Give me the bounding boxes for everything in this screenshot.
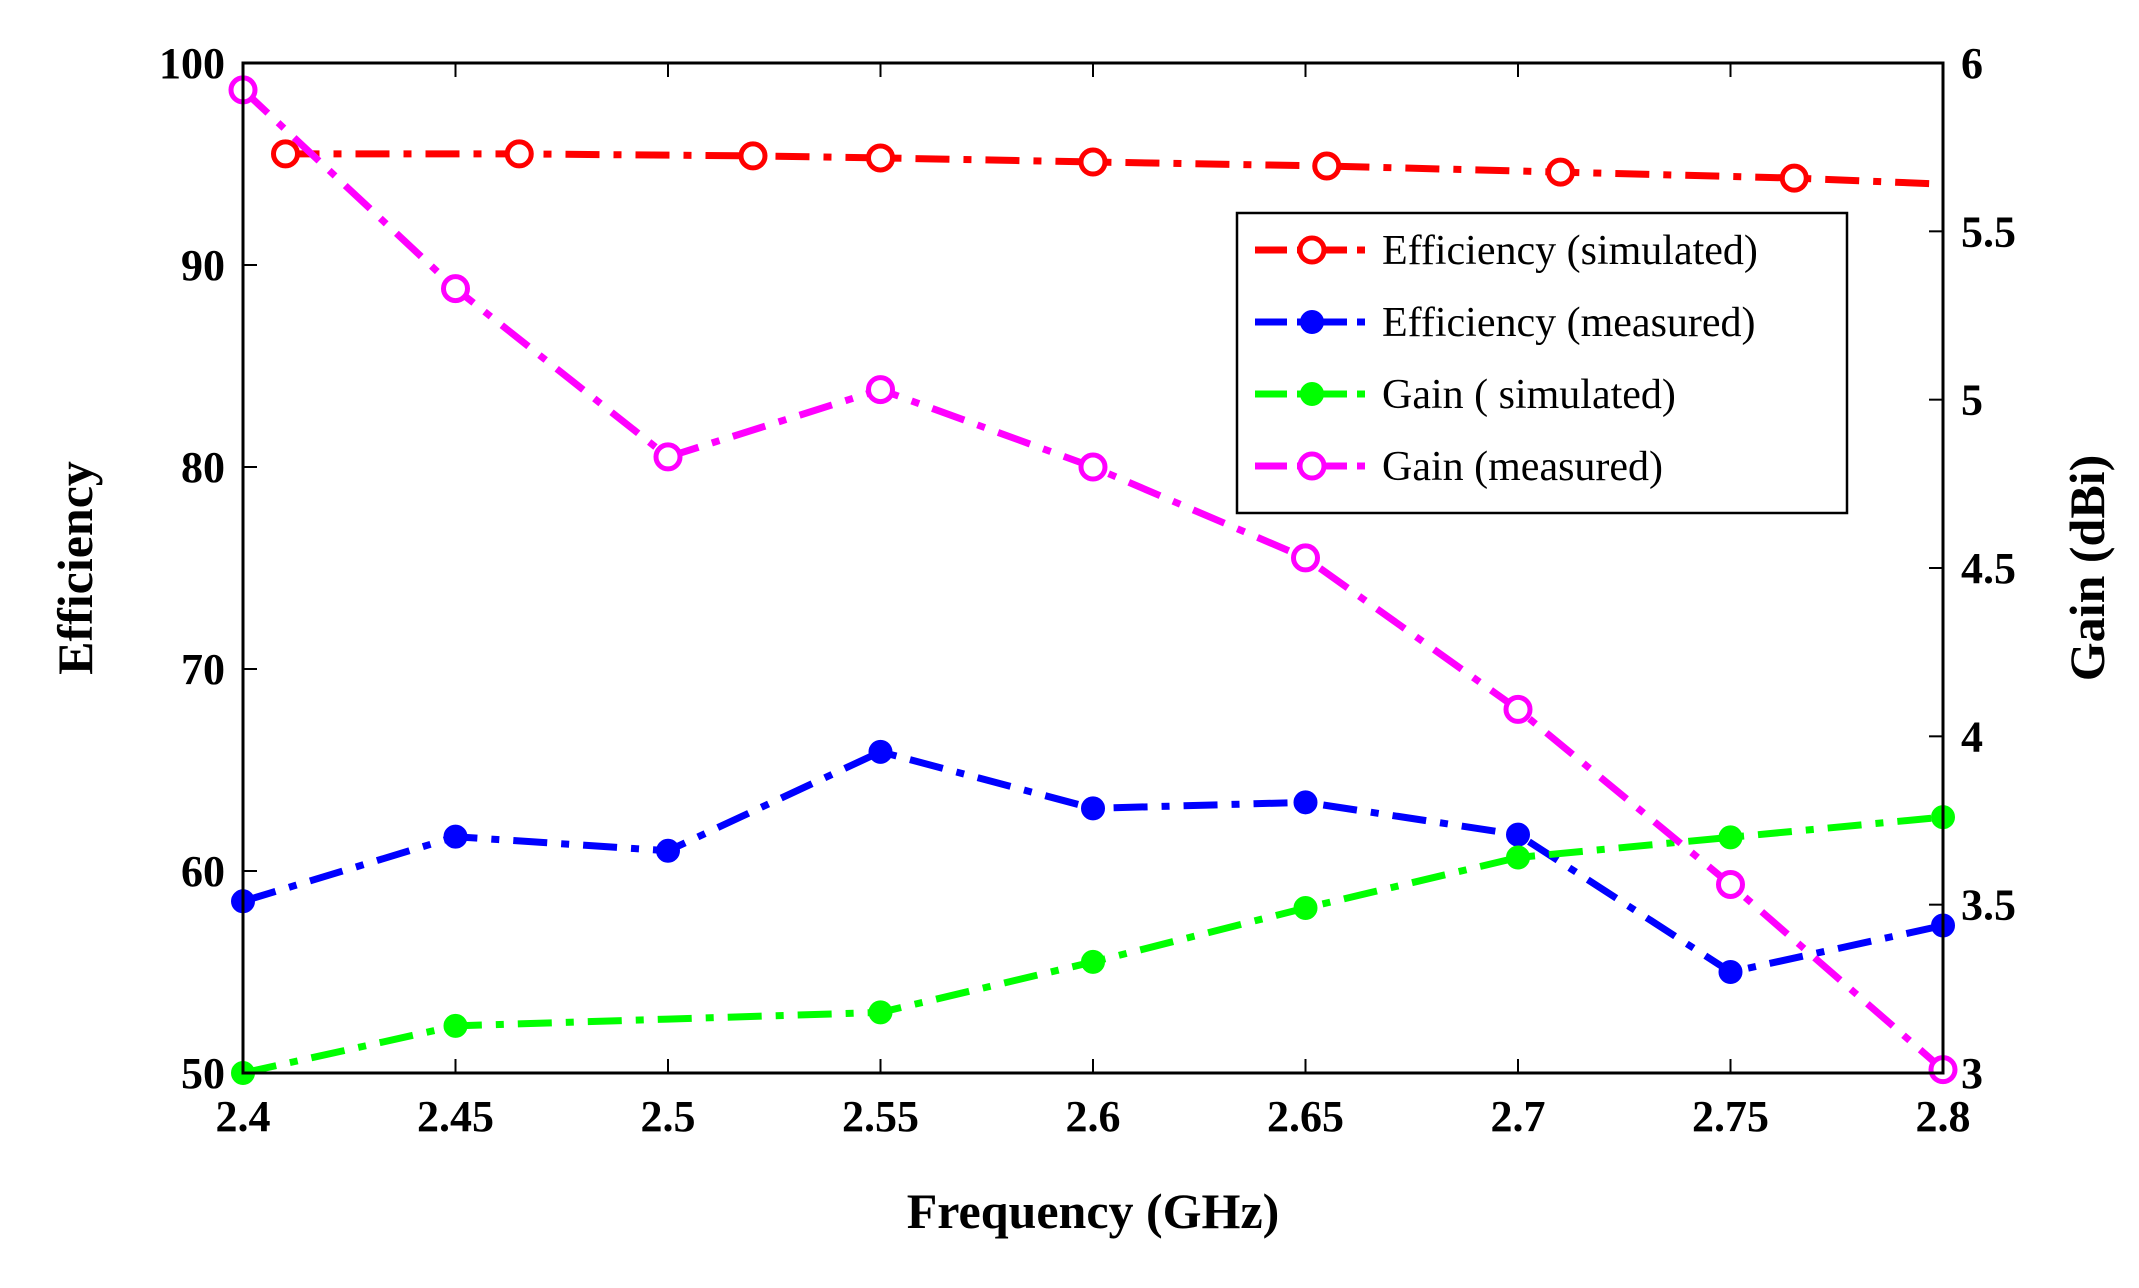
- legend-marker-2: [1300, 382, 1324, 406]
- legend-label-2: Gain ( simulated): [1382, 372, 1676, 418]
- x-tick-label: 2.4: [216, 1092, 271, 1141]
- legend-marker-3: [1297, 451, 1327, 481]
- series-point-3: [1716, 869, 1745, 899]
- left-y-tick-label: 60: [181, 847, 225, 896]
- series-point-1: [868, 739, 893, 764]
- series-point-3: [866, 375, 895, 405]
- right-y-tick-label: 5.5: [1961, 207, 2016, 256]
- series-point-0: [738, 141, 768, 171]
- left-y-tick-label: 100: [159, 39, 225, 88]
- x-tick-label: 2.65: [1267, 1092, 1344, 1141]
- legend-label-3: Gain (measured): [1382, 444, 1663, 490]
- left-y-tick-label: 90: [181, 241, 225, 290]
- x-axis-title: Frequency (GHz): [907, 1183, 1280, 1239]
- legend-items: Efficiency (simulated) Efficiency (measur…: [1255, 228, 1758, 490]
- right-y-tick-label: 3.5: [1961, 881, 2016, 930]
- series-point-0: [866, 143, 895, 173]
- left-y-tick-label: 50: [181, 1049, 225, 1098]
- x-tick-label: 2.45: [417, 1092, 494, 1141]
- left-y-axis-title: Efficiency: [47, 461, 103, 675]
- series-line-0: [285, 150, 1944, 188]
- series-point-0: [1078, 147, 1108, 177]
- series-point-1: [1081, 796, 1105, 821]
- x-tick-label: 2.6: [1066, 1092, 1121, 1141]
- series-point-3: [1078, 452, 1108, 482]
- left-y-tick-label: 70: [181, 645, 225, 694]
- series-point-1: [1293, 790, 1318, 815]
- right-y-tick-label: 4.5: [1961, 544, 2016, 593]
- right-y-tick-label: 5: [1961, 376, 1983, 425]
- series-point-0: [271, 139, 300, 169]
- series-point-2: [443, 1013, 468, 1038]
- series-point-2: [1506, 845, 1530, 870]
- x-tick-label: 2.5: [641, 1092, 696, 1141]
- series-point-2: [1718, 825, 1743, 850]
- series-point-1: [1506, 822, 1530, 847]
- series-point-3: [1503, 694, 1533, 724]
- legend-marker-1: [1300, 310, 1324, 334]
- series-point-1: [656, 838, 680, 863]
- series-point-0: [1312, 151, 1342, 181]
- right-y-tick-label: 4: [1961, 712, 1983, 761]
- legend-label-0: Efficiency (simulated): [1382, 228, 1758, 274]
- series-point-0: [504, 139, 534, 169]
- right-y-axis-title: Gain (dBi): [2059, 455, 2115, 681]
- series-point-3: [441, 274, 470, 304]
- series-markers: [228, 75, 1958, 1085]
- series-point-1: [443, 824, 468, 849]
- legend-marker-0: [1297, 235, 1327, 265]
- x-tick-label: 2.7: [1491, 1092, 1546, 1141]
- series-point-0: [1546, 157, 1575, 187]
- right-y-tick-label: 3: [1961, 1049, 1983, 1098]
- x-tick-label: 2.8: [1916, 1092, 1971, 1141]
- right-y-tick-label: 6: [1961, 39, 1983, 88]
- legend: Efficiency (simulated) Efficiency (measur…: [1235, 211, 1849, 515]
- legend-label-1: Efficiency (measured): [1382, 300, 1756, 346]
- series-point-0: [1779, 163, 1809, 193]
- x-tick-label: 2.55: [842, 1092, 919, 1141]
- series-point-2: [1081, 949, 1105, 974]
- left-y-tick-label: 80: [181, 443, 225, 492]
- series-point-2: [868, 1000, 893, 1025]
- x-tick-label: 2.75: [1692, 1092, 1769, 1141]
- series-point-3: [653, 442, 683, 472]
- series-point-3: [1291, 543, 1320, 573]
- axis-ticks: 2.4 2.45 2.5 2.55 2.6 2.65 2.7 2.75 2.8 50 60 70 80 9…: [159, 39, 2016, 1141]
- series-point-1: [1718, 960, 1743, 984]
- series-point-2: [1293, 896, 1318, 921]
